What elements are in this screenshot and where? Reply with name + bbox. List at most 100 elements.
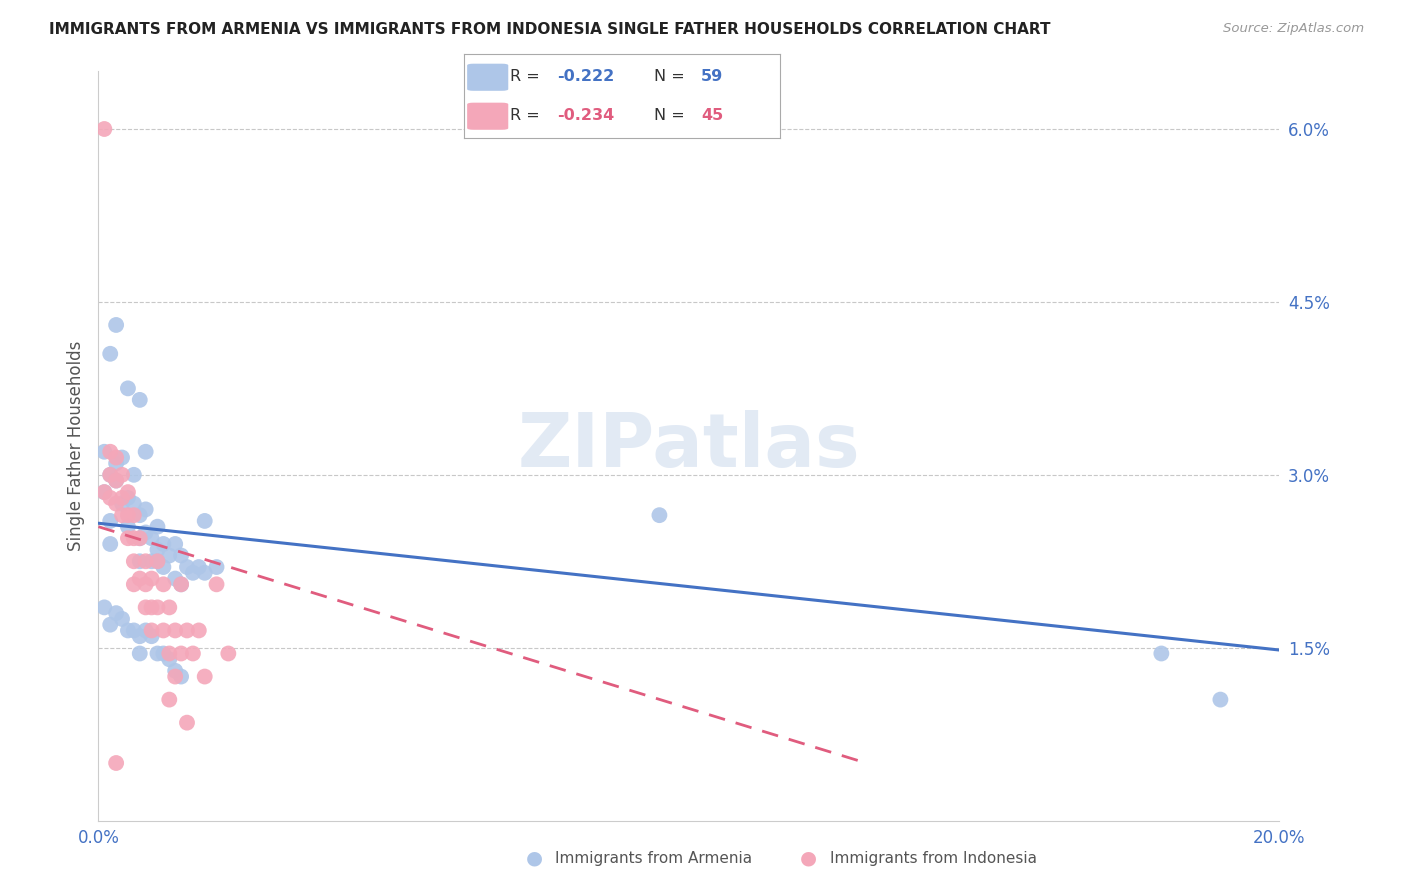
Point	[157, 692, 180, 706]
Point	[170, 669, 193, 683]
Point	[98, 491, 121, 505]
Point	[157, 652, 180, 666]
Text: ZIPatlas: ZIPatlas	[517, 409, 860, 483]
Text: ●: ●	[526, 848, 543, 868]
Point	[176, 560, 198, 574]
Text: 45: 45	[702, 108, 724, 123]
Point	[152, 624, 174, 638]
FancyBboxPatch shape	[467, 63, 509, 91]
Point	[122, 577, 145, 591]
Point	[111, 612, 134, 626]
Point	[176, 624, 198, 638]
Text: Immigrants from Indonesia: Immigrants from Indonesia	[830, 851, 1036, 865]
Point	[122, 554, 145, 568]
Point	[194, 566, 217, 580]
Point	[98, 514, 121, 528]
Point	[157, 647, 180, 661]
Point	[93, 122, 115, 136]
Text: 59: 59	[702, 69, 724, 84]
Point	[122, 624, 145, 638]
Point	[146, 554, 169, 568]
Point	[135, 444, 157, 458]
Point	[157, 600, 180, 615]
Point	[141, 531, 163, 545]
Text: Immigrants from Armenia: Immigrants from Armenia	[555, 851, 752, 865]
Text: Source: ZipAtlas.com: Source: ZipAtlas.com	[1223, 22, 1364, 36]
Point	[141, 600, 163, 615]
Text: -0.234: -0.234	[557, 108, 614, 123]
Point	[152, 560, 174, 574]
Point	[141, 629, 163, 643]
Point	[170, 647, 193, 661]
Point	[181, 647, 204, 661]
Point	[187, 624, 209, 638]
Point	[146, 600, 169, 615]
Point	[93, 444, 115, 458]
Point	[105, 606, 128, 620]
Text: ●: ●	[800, 848, 817, 868]
Point	[105, 497, 128, 511]
Point	[105, 756, 128, 770]
Point	[105, 474, 128, 488]
Point	[117, 519, 139, 533]
Point	[165, 572, 187, 586]
Point	[117, 531, 139, 545]
Point	[117, 508, 139, 523]
Point	[176, 715, 198, 730]
Point	[128, 572, 150, 586]
Point	[117, 381, 139, 395]
Point	[165, 624, 187, 638]
Point	[135, 502, 157, 516]
Point	[111, 497, 134, 511]
Point	[128, 629, 150, 643]
Point	[128, 392, 150, 407]
Point	[111, 508, 134, 523]
Point	[105, 318, 128, 332]
Point	[1150, 647, 1173, 661]
Point	[122, 497, 145, 511]
Point	[98, 444, 121, 458]
Text: IMMIGRANTS FROM ARMENIA VS IMMIGRANTS FROM INDONESIA SINGLE FATHER HOUSEHOLDS CO: IMMIGRANTS FROM ARMENIA VS IMMIGRANTS FR…	[49, 22, 1050, 37]
Point	[152, 537, 174, 551]
Text: N =: N =	[654, 69, 685, 84]
Point	[187, 560, 209, 574]
Point	[152, 577, 174, 591]
Point	[181, 566, 204, 580]
Point	[117, 491, 139, 505]
Point	[122, 531, 145, 545]
Point	[165, 664, 187, 678]
Point	[152, 647, 174, 661]
Point	[128, 508, 150, 523]
Point	[170, 577, 193, 591]
Point	[217, 647, 239, 661]
Point	[205, 560, 228, 574]
Point	[146, 542, 169, 557]
Point	[205, 577, 228, 591]
Point	[135, 525, 157, 540]
Point	[117, 485, 139, 500]
Point	[141, 572, 163, 586]
Point	[105, 474, 128, 488]
Point	[165, 537, 187, 551]
Y-axis label: Single Father Households: Single Father Households	[66, 341, 84, 551]
Point	[648, 508, 671, 523]
Point	[194, 514, 217, 528]
Point	[98, 537, 121, 551]
Point	[111, 450, 134, 465]
Point	[105, 450, 128, 465]
Point	[128, 531, 150, 545]
Point	[111, 491, 134, 505]
Point	[141, 624, 163, 638]
Text: N =: N =	[654, 108, 685, 123]
Point	[146, 519, 169, 533]
Point	[122, 508, 145, 523]
Point	[93, 600, 115, 615]
Text: R =: R =	[510, 108, 540, 123]
Point	[141, 554, 163, 568]
Point	[98, 467, 121, 482]
Point	[98, 467, 121, 482]
Point	[194, 669, 217, 683]
Point	[146, 647, 169, 661]
Point	[146, 554, 169, 568]
Point	[135, 554, 157, 568]
